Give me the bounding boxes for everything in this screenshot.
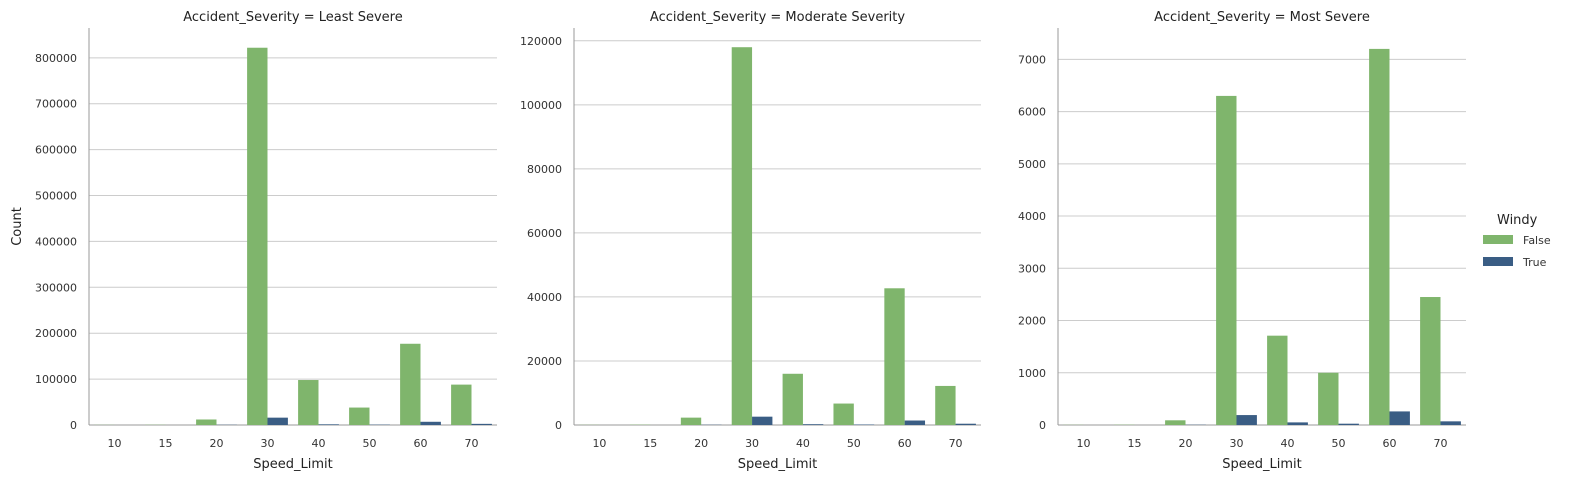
x-tick-label: 10 bbox=[592, 437, 606, 450]
y-tick-label: 2000 bbox=[1018, 315, 1046, 328]
x-tick-label: 60 bbox=[898, 437, 912, 450]
x-tick-label: 15 bbox=[1128, 437, 1142, 450]
x-axis-label: Speed_Limit bbox=[738, 457, 817, 472]
bar-true-60 bbox=[1389, 411, 1410, 425]
bar-false-30 bbox=[731, 47, 753, 425]
y-axis-label: Count bbox=[10, 207, 25, 246]
bar-false-50 bbox=[349, 407, 370, 425]
y-tick-label: 80000 bbox=[527, 163, 562, 176]
y-tick-label: 3000 bbox=[1018, 262, 1046, 275]
bar-false-30 bbox=[247, 47, 268, 425]
bar-false-40 bbox=[298, 380, 319, 425]
y-tick-label: 500000 bbox=[35, 190, 77, 203]
y-tick-label: 0 bbox=[555, 419, 562, 432]
chart-panel-2: 0 1000 2000 3000 4000 5000 6000 7000 10 15 20 30 40 5… bbox=[1018, 10, 1466, 472]
x-tick-label: 50 bbox=[363, 437, 377, 450]
bar-false-40 bbox=[782, 373, 803, 425]
bar-false-20 bbox=[196, 419, 217, 425]
x-tick-label: 50 bbox=[1332, 437, 1346, 450]
chart-panel-0: 0 100000 200000 300000 400000 500000 600000 700… bbox=[10, 10, 497, 472]
bar-true-30 bbox=[267, 417, 288, 425]
bar-true-60 bbox=[904, 420, 926, 425]
y-tick-label: 20000 bbox=[527, 355, 562, 368]
y-tick-label: 300000 bbox=[35, 281, 77, 294]
y-tick-label: 120000 bbox=[520, 35, 562, 48]
y-tick-label: 1000 bbox=[1018, 367, 1046, 380]
bar-true-30 bbox=[752, 416, 773, 425]
y-tick-label: 100000 bbox=[520, 99, 562, 112]
bar-true-70 bbox=[955, 423, 976, 425]
bar-true-70 bbox=[1440, 421, 1461, 425]
bar-true-30 bbox=[1236, 415, 1257, 425]
y-tick-label: 60000 bbox=[527, 227, 562, 240]
x-tick-label: 10 bbox=[108, 437, 122, 450]
panel-title: Accident_Severity = Least Severe bbox=[183, 10, 402, 25]
x-tick-label: 40 bbox=[312, 437, 326, 450]
chart-panel-1: 0 20000 40000 60000 80000 100000 120000 10 15 20 3… bbox=[520, 10, 981, 472]
x-tick-label: 40 bbox=[796, 437, 810, 450]
x-tick-label: 30 bbox=[745, 437, 759, 450]
legend-swatch-false bbox=[1483, 235, 1513, 244]
bar-true-40 bbox=[1287, 422, 1308, 425]
x-tick-label: 15 bbox=[159, 437, 173, 450]
x-tick-label: 20 bbox=[1179, 437, 1193, 450]
bar-true-50 bbox=[1338, 423, 1359, 425]
x-axis-label: Speed_Limit bbox=[253, 457, 332, 472]
y-tick-label: 0 bbox=[70, 419, 77, 432]
x-tick-label: 50 bbox=[847, 437, 861, 450]
x-tick-label: 40 bbox=[1281, 437, 1295, 450]
x-tick-label: 10 bbox=[1077, 437, 1091, 450]
bar-false-50 bbox=[1318, 372, 1339, 425]
bar-false-60 bbox=[1369, 48, 1390, 425]
y-tick-label: 7000 bbox=[1018, 53, 1046, 66]
legend-label-false: False bbox=[1523, 234, 1551, 247]
bar-false-60 bbox=[884, 288, 905, 425]
bar-false-50 bbox=[833, 403, 854, 425]
bar-false-30 bbox=[1216, 95, 1237, 425]
bar-false-40 bbox=[1267, 335, 1288, 425]
bar-true-40 bbox=[802, 424, 824, 425]
y-tick-label: 6000 bbox=[1018, 106, 1046, 119]
x-tick-label: 20 bbox=[210, 437, 224, 450]
bar-true-40 bbox=[318, 424, 339, 425]
x-tick-label: 70 bbox=[1434, 437, 1448, 450]
x-tick-label: 70 bbox=[949, 437, 963, 450]
legend-swatch-true bbox=[1483, 257, 1513, 266]
bar-false-70 bbox=[935, 385, 956, 425]
x-tick-label: 15 bbox=[643, 437, 657, 450]
legend-label-true: True bbox=[1522, 256, 1547, 269]
y-tick-label: 200000 bbox=[35, 327, 77, 340]
y-tick-label: 600000 bbox=[35, 144, 77, 157]
bar-false-60 bbox=[400, 343, 421, 425]
bar-false-20 bbox=[1165, 420, 1186, 425]
x-tick-label: 20 bbox=[694, 437, 708, 450]
y-tick-label: 400000 bbox=[35, 235, 77, 248]
x-tick-label: 30 bbox=[261, 437, 275, 450]
y-tick-label: 40000 bbox=[527, 291, 562, 304]
y-tick-label: 0 bbox=[1039, 419, 1046, 432]
bar-false-70 bbox=[451, 384, 472, 425]
bar-true-70 bbox=[471, 423, 492, 425]
x-tick-label: 70 bbox=[465, 437, 479, 450]
bar-true-60 bbox=[420, 421, 441, 425]
y-tick-label: 700000 bbox=[35, 98, 77, 111]
x-tick-label: 60 bbox=[1383, 437, 1397, 450]
x-tick-label: 60 bbox=[414, 437, 428, 450]
panel-title: Accident_Severity = Most Severe bbox=[1154, 10, 1370, 25]
panel-title: Accident_Severity = Moderate Severity bbox=[650, 10, 905, 25]
y-tick-label: 4000 bbox=[1018, 210, 1046, 223]
x-tick-label: 30 bbox=[1230, 437, 1244, 450]
y-tick-label: 800000 bbox=[35, 52, 77, 65]
y-tick-label: 100000 bbox=[35, 373, 77, 386]
bar-false-70 bbox=[1420, 297, 1441, 425]
legend: Windy False True bbox=[1483, 213, 1551, 269]
y-tick-label: 5000 bbox=[1018, 158, 1046, 171]
legend-title: Windy bbox=[1497, 213, 1538, 228]
x-axis-label: Speed_Limit bbox=[1222, 457, 1301, 472]
bar-false-20 bbox=[680, 417, 702, 425]
